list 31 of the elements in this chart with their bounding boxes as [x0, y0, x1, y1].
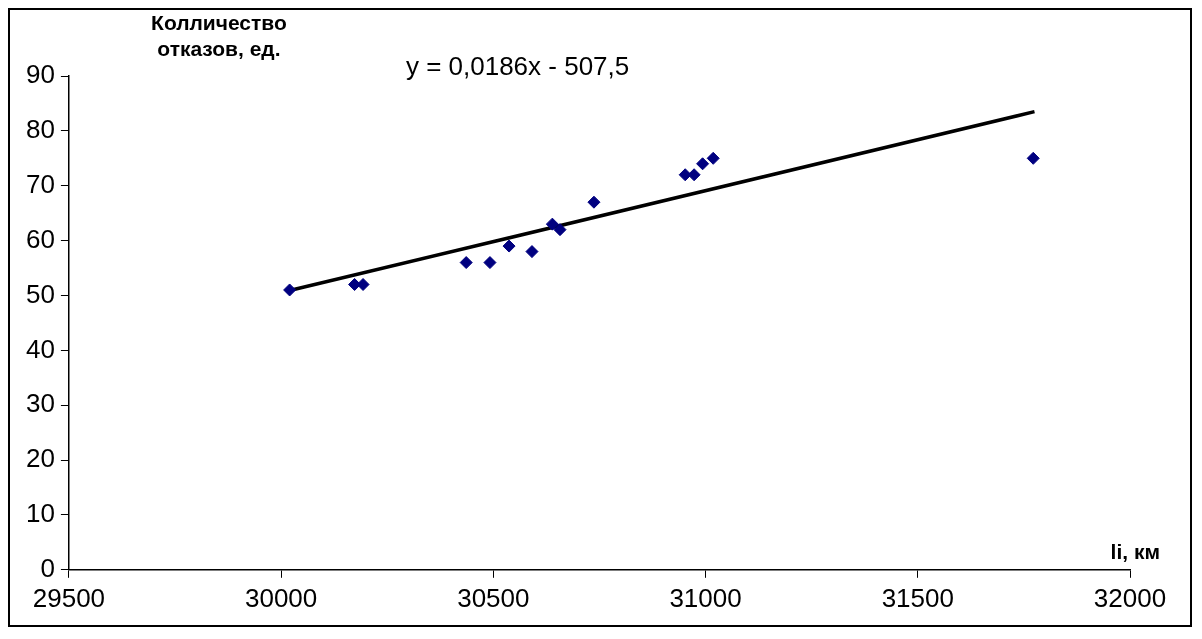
x-tick-label: 31000	[669, 582, 742, 613]
point	[687, 168, 701, 182]
point	[283, 283, 297, 297]
x-tick-label: 32000	[1093, 582, 1167, 613]
y-axis-title: Колличество отказов, ед.	[151, 11, 287, 61]
y-tick-label: 60	[26, 223, 55, 254]
point	[545, 217, 559, 231]
point	[553, 223, 567, 237]
x-tick-label: 30000	[244, 582, 318, 613]
y-tick-label: 0	[40, 552, 55, 583]
x-tick-label: 29500	[32, 582, 106, 613]
point	[459, 256, 473, 270]
x-tick-label: 31500	[881, 582, 954, 613]
point	[525, 245, 539, 259]
point	[1026, 151, 1040, 165]
y-tick-label: 40	[26, 333, 55, 364]
annotation: y = 0,0186x - 507,5	[405, 51, 630, 82]
y-tick-label: 80	[26, 114, 55, 145]
y-tick-label: 20	[26, 443, 55, 474]
point	[696, 157, 710, 171]
point	[483, 256, 497, 270]
y-tick-label: 70	[26, 168, 55, 199]
point	[706, 151, 720, 165]
y-tick-label: 30	[26, 388, 55, 419]
y-tick-label: 50	[26, 278, 55, 309]
point	[587, 195, 601, 209]
y-tick-label: 10	[26, 498, 55, 529]
x-axis-title: li, км	[1110, 540, 1160, 564]
y-tick-label: 90	[26, 59, 55, 90]
point	[502, 239, 516, 253]
x-tick-label: 30500	[457, 582, 530, 613]
